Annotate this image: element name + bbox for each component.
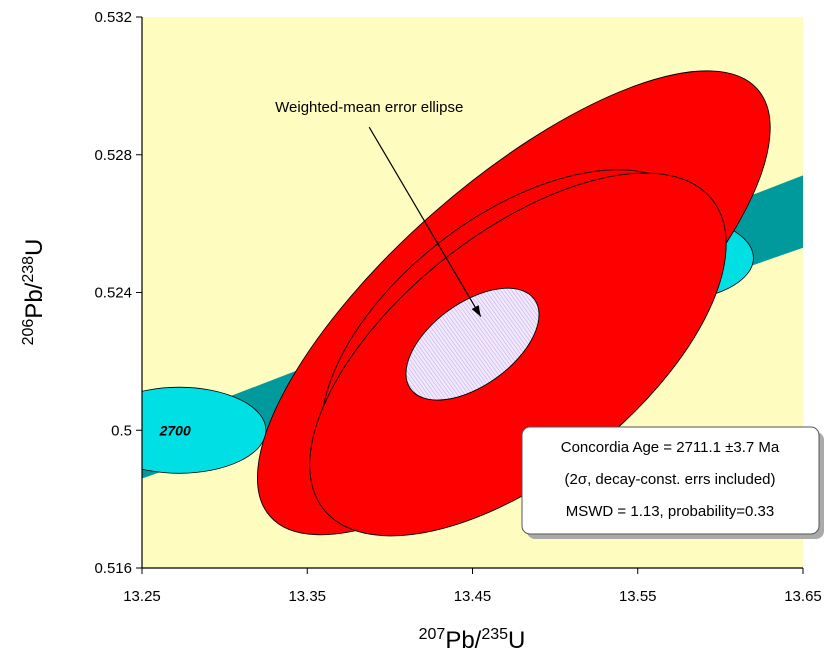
info-line-mswd: MSWD = 1.13, probability=0.33 bbox=[566, 503, 774, 520]
x-tick-label: 13.55 bbox=[619, 588, 657, 605]
x-tick-label: 13.45 bbox=[454, 588, 492, 605]
y-tick-label: 0.528 bbox=[94, 147, 132, 164]
annotation-arrow bbox=[368, 126, 482, 317]
y-tick-label: 0.5 bbox=[111, 422, 132, 439]
y-tick-label: 0.516 bbox=[94, 560, 132, 577]
annotation-group: Weighted-mean error ellipse bbox=[275, 99, 482, 317]
x-tick-label: 13.25 bbox=[123, 588, 161, 605]
x-axis-title: 207Pb/235U bbox=[419, 626, 526, 654]
info-line-age: Concordia Age = 2711.1 ±3.7 Ma bbox=[561, 439, 780, 456]
annotation-text: Weighted-mean error ellipse bbox=[275, 99, 463, 116]
weighted-mean-ellipse bbox=[405, 287, 540, 401]
weighted-mean-group bbox=[405, 287, 540, 401]
info-box-frame bbox=[521, 426, 820, 535]
x-tick-label: 13.35 bbox=[288, 588, 326, 605]
axis-ticks: 13.25 13.35 13.45 13.55 13.65 0.516 0.5 0.524 0.… bbox=[94, 9, 821, 605]
y-tick-label: 0.524 bbox=[94, 285, 132, 302]
annotation-arrowhead bbox=[471, 305, 481, 317]
age-ellipse-2700 bbox=[142, 386, 267, 474]
y-tick-label: 0.532 bbox=[94, 9, 132, 26]
plot-area: 270027102720 bbox=[142, 70, 803, 537]
y-axis-title: 206Pb/238U bbox=[20, 239, 48, 346]
concordia-info-box: Concordia Age = 2711.1 ±3.7 Ma (2σ, deca… bbox=[521, 426, 824, 539]
info-line-errors: (2σ, decay-const. errs included) bbox=[564, 471, 775, 488]
x-tick-label: 13.65 bbox=[784, 588, 822, 605]
age-label-2700: 2700 bbox=[159, 422, 191, 438]
